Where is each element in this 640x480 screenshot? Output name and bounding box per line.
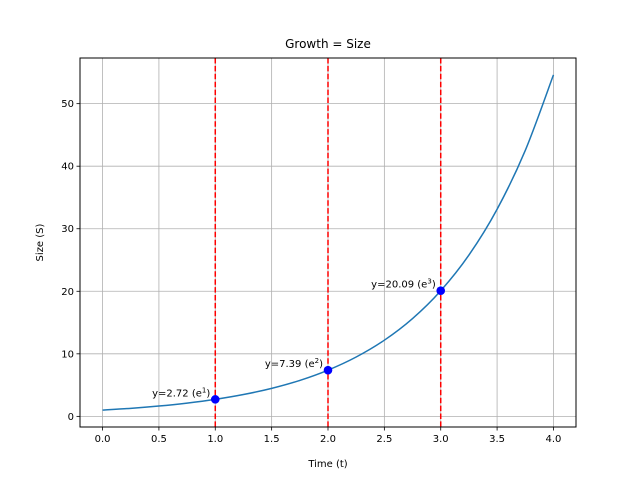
y-axis: 0 10 20 30 40 50 <box>61 99 80 423</box>
x-tick-label: 1.0 <box>207 434 223 445</box>
y-tick-label: 40 <box>61 162 74 173</box>
plot-content: y=2.72 (e1) y=7.39 (e2) y=20.09 (e3) <box>102 58 555 427</box>
x-tick-label: 2.5 <box>376 434 392 445</box>
data-label: y=7.39 (e2) <box>265 357 323 370</box>
y-tick-label: 0 <box>68 412 74 423</box>
x-tick-label: 3.5 <box>489 434 505 445</box>
x-tick-label: 0.5 <box>151 434 167 445</box>
x-tick-label: 3.0 <box>433 434 449 445</box>
y-tick-label: 30 <box>61 224 74 235</box>
x-tick-label: 4.0 <box>546 434 562 445</box>
data-point-marker <box>436 286 446 296</box>
x-tick-label: 2.0 <box>320 434 336 445</box>
data-label: y=2.72 (e1) <box>152 386 210 399</box>
data-point-marker <box>323 365 333 375</box>
x-tick-label: 0.0 <box>95 434 111 445</box>
y-tick-label: 20 <box>61 287 74 298</box>
y-tick-label: 50 <box>61 99 74 110</box>
y-axis-label: Size (S) <box>35 223 46 261</box>
data-point-marker <box>210 395 220 404</box>
data-label: y=20.09 (e3) <box>371 278 436 291</box>
x-axis-label: Time (t) <box>307 459 347 470</box>
y-tick-label: 10 <box>61 349 74 360</box>
x-tick-label: 1.5 <box>264 434 280 445</box>
x-axis: 0.0 0.5 1.0 1.5 2.0 2.5 3.0 3.5 4.0 <box>95 427 562 445</box>
chart-title: Growth = Size <box>285 37 371 51</box>
